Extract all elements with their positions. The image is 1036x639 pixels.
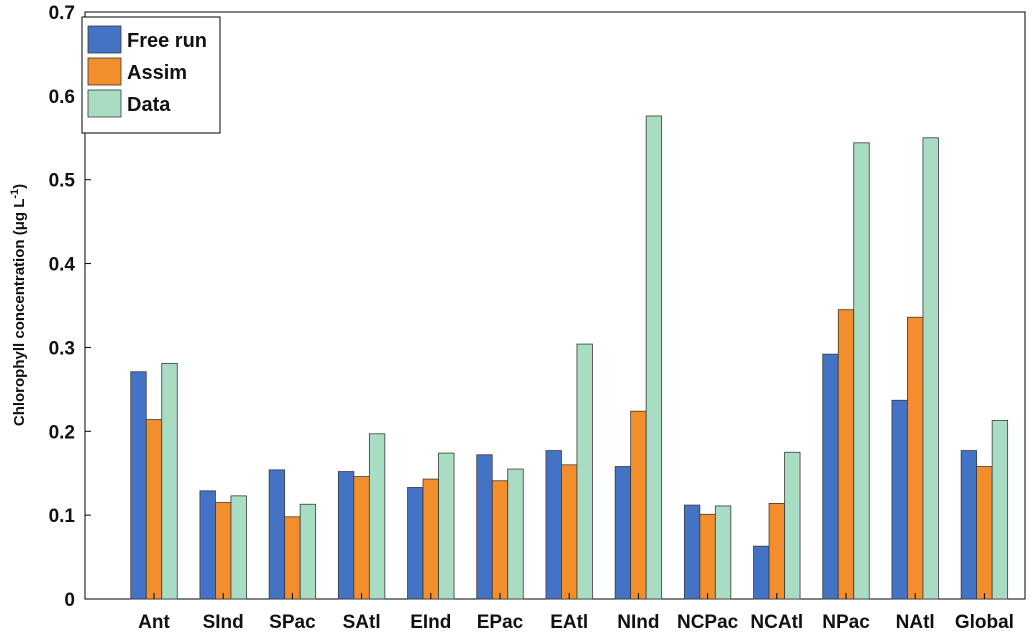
bar-data-nind [645,115,663,600]
bar-assim-eatl [561,464,578,600]
bar-data-global [991,419,1009,600]
y-axis: 0 0.1 0.2 0.3 0.4 0.5 0.6 0.7 [49,3,91,611]
bar-data-eatl [576,343,593,600]
legend-swatch-free-run [87,25,122,54]
y-tick-label: 0.3 [49,338,75,359]
x-tick-label: Global [955,612,1014,633]
x-tick-label: NCPac [677,612,739,633]
bar-assim-epac [491,480,509,600]
x-tick-label: SAtl [343,612,381,633]
bar-free-run-sind [199,490,216,600]
x-tick-label: NCAtl [750,612,803,633]
bar-free-run-nind [614,466,632,600]
bar-data-sind [230,495,247,600]
bar-free-run-ant [130,371,147,600]
legend-label: Assim [127,62,187,84]
bar-data-npac [853,142,870,600]
bar-free-run-npac [822,353,839,600]
y-tick-label: 0.5 [49,171,76,192]
bar-assim-nind [630,410,647,600]
bar-free-run-eind [407,487,424,600]
y-tick-label: 0.6 [49,87,75,108]
bar-free-run-epac [476,454,493,600]
bars-layer [130,115,1009,600]
bar-data-satl [368,433,386,600]
bar-assim-global [976,466,993,600]
bar-assim-ncpac [699,513,716,600]
y-tick-label: 0.1 [49,506,76,527]
x-tick-label: SInd [203,612,244,633]
bar-assim-natl [907,316,924,600]
bar-data-epac [507,468,524,600]
x-tick-label: NInd [617,612,659,633]
x-tick-label: NAtl [896,612,935,633]
bar-free-run-natl [891,399,908,600]
bar-free-run-eatl [545,450,562,600]
x-tick-label: EAtl [550,612,588,633]
bar-data-ncatl [784,451,801,600]
legend-swatch-assim [87,57,122,86]
legend: Free run Assim Data [81,16,221,134]
bar-assim-spac [284,516,301,600]
bar-free-run-spac [268,469,286,600]
bar-free-run-ncpac [683,504,701,600]
bar-data-eind [438,452,455,600]
bar-assim-npac [837,309,855,600]
bar-data-spac [299,503,317,600]
bar-assim-ncatl [768,502,785,600]
y-tick-label: 0 [64,590,75,611]
x-tick-label: SPac [269,612,316,633]
legend-swatch-data [87,89,122,118]
x-tick-label: EInd [410,612,451,633]
y-tick-label: 0.4 [49,255,76,276]
bar-free-run-ncatl [753,545,770,600]
y-tick-label: 0.7 [49,3,75,24]
x-tick-label: EPac [477,612,524,633]
bar-assim-sind [215,502,232,600]
x-axis: Ant SInd SPac SAtl EInd EPac EAtl NInd NCPac NCAt… [138,593,1014,633]
x-tick-label: Ant [138,612,170,633]
y-tick-label: 0.2 [49,422,75,443]
bar-assim-satl [353,476,370,600]
bar-data-natl [922,137,939,600]
bar-free-run-global [960,450,978,600]
bar-free-run-satl [337,471,355,600]
bar-data-ant [161,362,178,600]
bar-data-ncpac [714,505,732,600]
bar-assim-eind [422,478,439,600]
legend-label: Data [127,94,171,116]
legend-label: Free run [127,30,207,52]
y-axis-title: Chlorophyll concentration (μg L-1) [9,184,28,426]
x-tick-label: NPac [822,612,870,633]
bar-assim-ant [145,419,163,600]
